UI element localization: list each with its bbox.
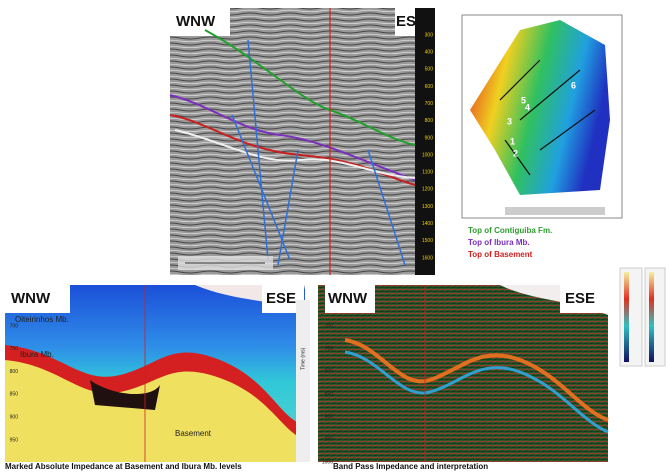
caption: Band Pass Impedance and interpretation [333, 462, 488, 471]
horizon-label: Oiteirinhos Mb. [15, 315, 69, 324]
tick-label: 800 [10, 369, 19, 375]
direction-label: WNW [176, 13, 216, 30]
legend-item: Top of Ibura Mb. [468, 238, 530, 247]
tick-label: 700 [10, 323, 19, 329]
caption: Marked Absolute Impedance at Basement an… [5, 462, 242, 471]
direction-label: ESE [396, 13, 426, 30]
horizon-label: Basement [175, 429, 212, 438]
well-label: 2 [513, 148, 518, 158]
tick-label: 300 [425, 32, 434, 38]
legend-item: Top of Basement [468, 250, 533, 259]
direction-label: ESE [266, 290, 296, 307]
tick-label: 1400 [422, 221, 433, 227]
tick-label: 850 [325, 391, 334, 397]
tick-label: 900 [425, 135, 434, 141]
tick-label: 1500 [422, 238, 433, 244]
direction-label: WNW [328, 290, 368, 307]
map: 1 2 3 45 6 [461, 14, 623, 219]
legend: Top of Contiguiba Fm. Top of Ibura Mb. Top… [468, 226, 552, 259]
tick-label: 1000 [422, 152, 433, 158]
legend-item: Top of Contiguiba Fm. [468, 226, 552, 235]
tick-label: 850 [10, 392, 19, 398]
well-label: 6 [571, 80, 576, 90]
tick-label: 1100 [422, 170, 433, 176]
bandpass-panel: WNW ESE 700 750 800 850 900 950 1000 Band Pass… [318, 285, 609, 471]
seismic-section: WNW ESE 300 400 500 600 700 800 900 1000 1100 120… [169, 8, 435, 275]
well-label: 4 [525, 102, 530, 112]
well-label: 1 [510, 136, 515, 146]
impedance-panel: WNW ESE Oiteirinhos Mb. Ibura Mb. Baseme… [5, 285, 310, 471]
tick-label: 950 [325, 437, 334, 443]
tick-label: 900 [10, 415, 19, 421]
direction-label: ESE [565, 290, 595, 307]
tick-label: 400 [425, 49, 434, 55]
tick-label: 800 [425, 118, 434, 124]
well-label: 3 [507, 116, 512, 126]
tick-label: 1600 [422, 255, 433, 261]
tick-label: 700 [425, 101, 434, 107]
axis-label: Time (ms) [300, 347, 306, 370]
tick-label: 800 [325, 369, 334, 375]
horizon-label: Ibura Mb. [20, 350, 54, 359]
tick-label: 1300 [422, 204, 433, 210]
tick-label: 500 [425, 67, 434, 73]
tick-label: 900 [325, 414, 334, 420]
tick-label: 1000 [322, 459, 333, 465]
direction-label: WNW [11, 290, 51, 307]
colorbars [619, 267, 666, 367]
tick-label: 750 [10, 346, 19, 352]
tick-label: 600 [425, 84, 434, 90]
tick-label: 1200 [422, 187, 433, 193]
tick-label: 950 [10, 437, 19, 443]
tick-label: 750 [325, 346, 334, 352]
tick-label: 700 [325, 323, 334, 329]
well-label: 5 [521, 95, 526, 105]
